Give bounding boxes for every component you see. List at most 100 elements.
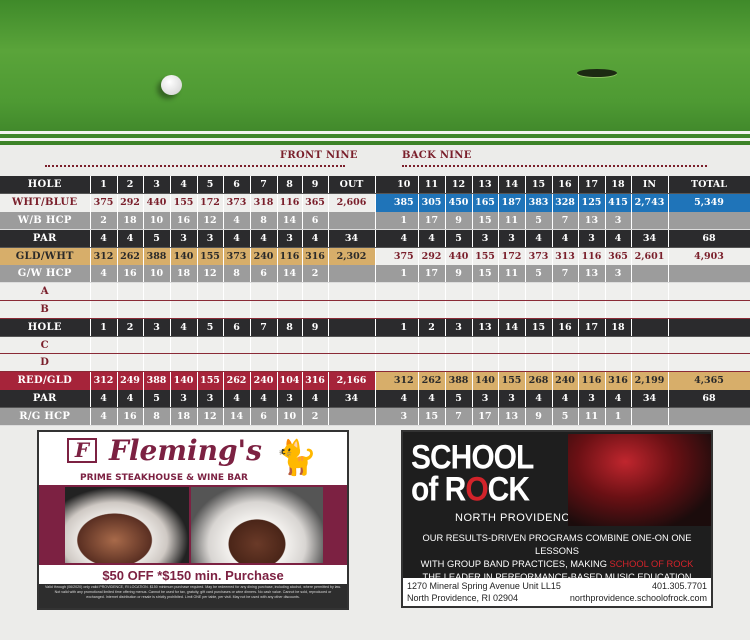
hole-cell[interactable] [498, 282, 526, 302]
out-total-cell[interactable] [328, 300, 376, 319]
school-of-rock-ad[interactable]: SCHOOL of ROCK NORTH PROVIDENCE OUR RESU… [401, 430, 713, 608]
hole-cell[interactable] [552, 300, 579, 319]
hole-cell[interactable] [525, 353, 553, 373]
hole-cell[interactable] [90, 336, 118, 355]
out-total-cell[interactable] [328, 282, 376, 302]
hole-cell: 7 [250, 318, 278, 337]
hole-cell[interactable] [578, 353, 606, 373]
hole-cell[interactable] [390, 336, 419, 355]
hole-cell[interactable] [578, 336, 606, 355]
fold-gap [375, 229, 390, 248]
hole-cell[interactable] [250, 282, 278, 302]
hole-cell[interactable] [223, 282, 251, 302]
hole-cell[interactable] [445, 336, 473, 355]
hole-cell[interactable] [418, 282, 446, 302]
hole-cell[interactable] [223, 353, 251, 373]
hole-cell[interactable] [525, 300, 553, 319]
hole-cell[interactable] [445, 300, 473, 319]
hole-cell[interactable] [578, 300, 606, 319]
hole-cell[interactable] [472, 282, 499, 302]
hole-cell[interactable] [445, 282, 473, 302]
hole-cell[interactable] [525, 336, 553, 355]
hole-cell[interactable] [197, 282, 224, 302]
grand-total-cell[interactable] [668, 353, 750, 373]
hole-cell[interactable] [197, 336, 224, 355]
in-total-cell[interactable] [631, 282, 669, 302]
hole-cell[interactable] [302, 282, 329, 302]
grand-total-cell[interactable] [668, 300, 750, 319]
hole-cell[interactable] [90, 300, 118, 319]
in-total-cell[interactable] [631, 300, 669, 319]
grand-total-cell [668, 264, 750, 284]
hole-cell: 17 [578, 318, 606, 337]
hole-cell: 240 [250, 247, 278, 265]
hole-cell[interactable] [90, 282, 118, 302]
hole-cell[interactable] [302, 353, 329, 373]
hole-cell[interactable] [498, 336, 526, 355]
fold-gap [375, 407, 390, 426]
flemings-ad[interactable]: F Fleming's 🐈 PRIME STEAKHOUSE & WINE BA… [37, 430, 349, 610]
hole-cell[interactable] [605, 353, 632, 373]
hole-cell[interactable] [578, 282, 606, 302]
grand-total-cell[interactable] [668, 336, 750, 355]
hole-cell[interactable] [277, 336, 303, 355]
hole-cell[interactable] [223, 300, 251, 319]
hole-cell[interactable] [472, 336, 499, 355]
hole-cell[interactable] [390, 353, 419, 373]
hole-cell[interactable] [170, 282, 198, 302]
fold-gap [375, 318, 390, 337]
hole-cell[interactable] [250, 336, 278, 355]
hole-cell[interactable] [90, 353, 118, 373]
hole-cell[interactable] [552, 353, 579, 373]
hole-cell[interactable] [525, 282, 553, 302]
hole-cell[interactable] [197, 300, 224, 319]
hole-cell: 4 [552, 389, 579, 408]
hole-cell[interactable] [605, 300, 632, 319]
hole-cell[interactable] [418, 353, 446, 373]
hole-cell[interactable] [250, 300, 278, 319]
hole-cell[interactable] [143, 336, 171, 355]
hole-cell[interactable] [605, 282, 632, 302]
in-total-cell[interactable] [631, 336, 669, 355]
hole-cell[interactable] [277, 282, 303, 302]
hole-cell[interactable] [302, 300, 329, 319]
website-link[interactable]: northprovidence.schoolofrock.com [569, 593, 707, 603]
hole-cell[interactable] [472, 300, 499, 319]
dotted-rule [45, 165, 345, 168]
out-total-cell[interactable] [328, 336, 376, 355]
hole-cell[interactable] [552, 336, 579, 355]
hole-cell[interactable] [418, 300, 446, 319]
hole-cell[interactable] [117, 353, 144, 373]
hole-cell[interactable] [117, 282, 144, 302]
hole-cell[interactable] [277, 353, 303, 373]
hole-cell[interactable] [143, 300, 171, 319]
hole-cell: 3 [143, 318, 171, 337]
hole-cell[interactable] [498, 353, 526, 373]
hole-cell[interactable] [552, 282, 579, 302]
hole-cell[interactable] [302, 336, 329, 355]
out-total-cell[interactable] [328, 353, 376, 373]
hole-cell[interactable] [445, 353, 473, 373]
hole-cell[interactable] [143, 282, 171, 302]
hole-cell[interactable] [170, 353, 198, 373]
hole-cell[interactable] [605, 336, 632, 355]
hole-cell[interactable] [223, 336, 251, 355]
hole-cell[interactable] [143, 353, 171, 373]
hole-cell[interactable] [170, 300, 198, 319]
hole-cell[interactable] [418, 336, 446, 355]
hole-cell[interactable] [250, 353, 278, 373]
hole-cell: 3 [277, 229, 303, 248]
in-total-cell[interactable] [631, 353, 669, 373]
hole-cell[interactable] [117, 336, 144, 355]
hole-cell[interactable] [170, 336, 198, 355]
hole-cell[interactable] [498, 300, 526, 319]
hole-cell[interactable] [390, 300, 419, 319]
phone[interactable]: 401.305.7701 [651, 581, 707, 591]
steak-photo [191, 487, 323, 563]
grand-total-cell[interactable] [668, 282, 750, 302]
hole-cell[interactable] [472, 353, 499, 373]
hole-cell[interactable] [277, 300, 303, 319]
hole-cell[interactable] [117, 300, 144, 319]
hole-cell[interactable] [390, 282, 419, 302]
hole-cell[interactable] [197, 353, 224, 373]
